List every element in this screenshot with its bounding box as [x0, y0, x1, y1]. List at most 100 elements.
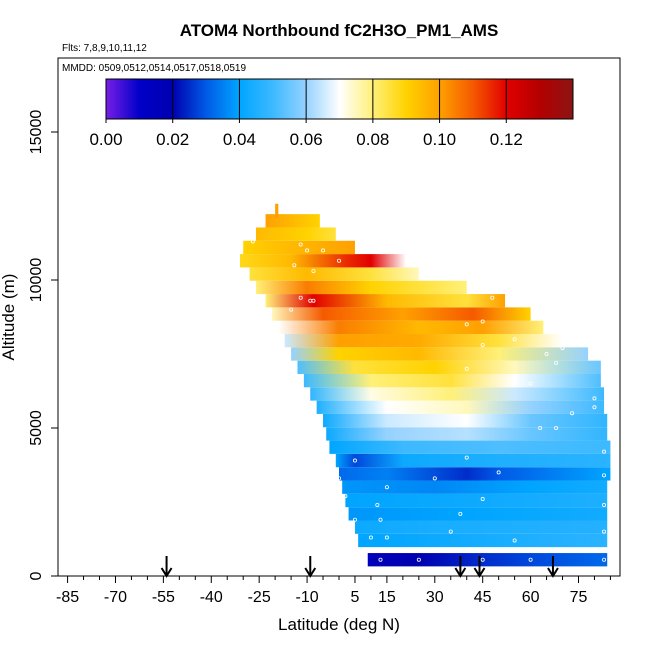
heatmap-row [323, 413, 608, 428]
sample-point [480, 343, 485, 348]
sample-point [321, 248, 326, 253]
heatmap-row [358, 533, 608, 548]
sample-point [250, 239, 255, 244]
heatmap-row [243, 240, 355, 255]
heatmap-row [275, 203, 279, 218]
sample-point [480, 319, 485, 324]
x-tick-label: 75 [570, 589, 588, 606]
sample-point [480, 557, 485, 562]
colorbar: 0.00 0.02 0.04 0.06 0.08 0.10 0.12 [89, 78, 574, 149]
heatmap-row [310, 387, 605, 401]
sample-point [554, 360, 559, 365]
colorbar-tick-label: 0.00 [89, 130, 122, 149]
heatmap-row [348, 507, 608, 521]
heatmap-row [339, 467, 611, 481]
y-axis: 0 5000 10000 15000 [28, 110, 58, 580]
sample-point [352, 458, 357, 463]
x-tick-label: 30 [426, 589, 444, 606]
y-tick-label: 5000 [28, 410, 45, 446]
sample-point [602, 449, 607, 454]
sample-point [448, 529, 453, 534]
down-arrow-icon [160, 556, 173, 578]
sample-point [308, 298, 313, 303]
sample-point [343, 494, 348, 499]
down-arrow-icon [473, 556, 486, 578]
x-tick-label: 15 [378, 589, 396, 606]
sample-point [602, 557, 607, 562]
x-tick-label: 60 [522, 589, 540, 606]
sample-point [544, 351, 549, 356]
sample-point [416, 557, 421, 562]
heatmap-row [297, 360, 601, 374]
down-arrow-icon [547, 556, 559, 578]
heatmap-row [265, 294, 506, 308]
sample-point [512, 538, 517, 543]
arrows-layer [160, 556, 559, 578]
x-tick-label: 45 [474, 589, 492, 606]
y-axis-title: Altitude (m) [0, 274, 18, 361]
heatmap-row [255, 227, 336, 241]
sample-point [311, 269, 316, 274]
x-tick-label: -40 [200, 589, 223, 606]
heatmap-layer [240, 203, 611, 567]
heatmap-row [255, 280, 467, 295]
x-tick-label: -70 [104, 589, 127, 606]
x-tick-label: -55 [152, 589, 175, 606]
x-axis-title: Latitude (deg N) [278, 615, 400, 634]
sample-point [375, 502, 380, 507]
y-tick-label: 0 [28, 571, 45, 580]
y-tick-label: 10000 [28, 258, 45, 303]
heatmap-row [345, 493, 608, 508]
sample-point [538, 425, 543, 430]
heatmap-row [278, 320, 544, 335]
colorbar-tick-label: 0.10 [423, 130, 456, 149]
sample-point [292, 263, 297, 268]
sample-point [544, 313, 549, 318]
sample-point [464, 322, 469, 327]
sample-point [602, 529, 607, 534]
colorbar-tick-label: 0.08 [356, 130, 389, 149]
sample-point [298, 242, 303, 247]
heatmap-row [249, 267, 419, 281]
sample-point [512, 337, 517, 342]
sample-point [352, 517, 357, 522]
sample-point [602, 473, 607, 478]
sample-point [432, 476, 437, 481]
sample-point [336, 258, 341, 263]
heatmap-row [354, 520, 608, 534]
sample-point [560, 346, 565, 351]
x-tick-label: 5 [351, 589, 360, 606]
heatmap-row [342, 480, 608, 494]
colorbar-tick-label: 0.06 [290, 130, 323, 149]
heatmap-row [329, 440, 611, 454]
sample-point [368, 535, 373, 540]
sample-point [464, 455, 469, 460]
sample-point [496, 470, 501, 475]
sample-point [289, 307, 294, 312]
heatmap-row [326, 427, 608, 441]
heatmap-row [271, 307, 531, 321]
x-tick-label: -25 [248, 589, 271, 606]
colorbar-tick-label: 0.02 [156, 130, 189, 149]
chart-title: ATOM4 Northbound fC2H3O_PM1_AMS [180, 21, 499, 40]
heatmap-row [367, 553, 608, 567]
sample-point [305, 248, 310, 253]
sample-point [592, 396, 597, 401]
x-axis: -85 -70 -55 -40 -25 -10 5 15 30 45 60 75 [56, 576, 611, 606]
sample-point [378, 517, 383, 522]
flights-subtitle: Flts: 7,8,9,10,11,12 [62, 43, 147, 54]
sample-point [378, 557, 383, 562]
sample-point [490, 295, 495, 300]
sample-point [458, 511, 463, 516]
sample-point [298, 295, 303, 300]
sample-points-layer [250, 239, 607, 562]
colorbar-tick-label: 0.12 [490, 130, 523, 149]
heatmap-row [291, 347, 589, 361]
sample-point [528, 557, 533, 562]
sample-point [554, 425, 559, 430]
colorbar-tick-label: 0.04 [223, 130, 256, 149]
heatmap-row [240, 254, 407, 268]
sample-point [384, 535, 389, 540]
y-tick-label: 15000 [28, 110, 45, 155]
heatmap-row [303, 373, 601, 388]
